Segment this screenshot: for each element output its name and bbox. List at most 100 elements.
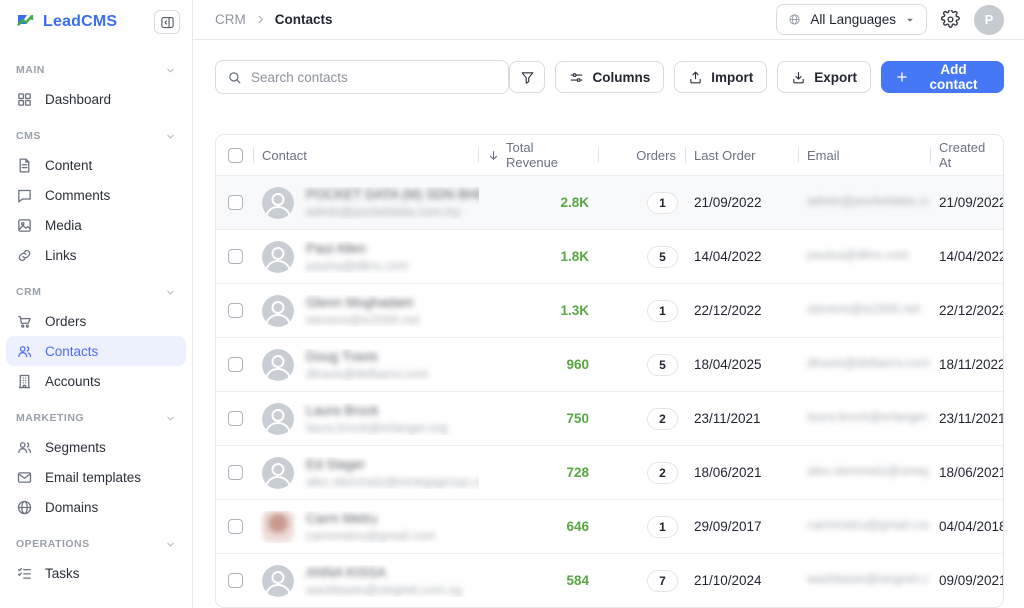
photo-avatar [262, 510, 294, 543]
contact-name: Carm Metru [306, 510, 378, 526]
sidebar-item-email-templates[interactable]: Email templates [6, 462, 186, 492]
last-order-date: 18/04/2025 [694, 357, 762, 372]
nav-section-header-operations[interactable]: OPERATIONS [0, 530, 192, 558]
comment-icon [16, 187, 33, 204]
sidebar-item-media[interactable]: Media [6, 210, 186, 240]
sidebar-item-accounts[interactable]: Accounts [6, 366, 186, 396]
nav-section-header-cms[interactable]: CMS [0, 122, 192, 150]
header-label: Orders [636, 147, 676, 163]
language-selector[interactable]: All Languages [776, 4, 927, 35]
contact-name: ANNA KISSA [306, 564, 387, 580]
breadcrumb-parent[interactable]: CRM [215, 12, 246, 27]
table-row[interactable]: Glenn Moghadam stevens@ix2000.net 1.3K 1… [216, 283, 1003, 337]
table-row[interactable]: ANNA KISSA washbasin@singnet.com.sg 584 … [216, 553, 1003, 607]
table-row[interactable]: Paul Allen paulsa@dlinx.com 1.8K 5 14/04… [216, 229, 1003, 283]
sidebar-item-contacts[interactable]: Contacts [6, 336, 186, 366]
sidebar-item-label: Contacts [45, 343, 99, 359]
header-last-order[interactable]: Last Order [686, 135, 799, 175]
row-checkbox[interactable] [227, 249, 243, 264]
header-contact[interactable]: Contact [254, 135, 479, 175]
section-label: OPERATIONS [16, 538, 90, 550]
person-avatar-icon [262, 348, 294, 381]
row-checkbox[interactable] [227, 465, 243, 480]
total-revenue-value: 584 [566, 573, 589, 588]
contact-subtext-email: laura.brock@erlanger.org [306, 420, 448, 435]
header-label: Total Revenue [506, 140, 559, 170]
orders-badge: 7 [647, 569, 678, 592]
header-total-revenue[interactable]: Total Revenue [479, 135, 599, 175]
row-checkbox[interactable] [227, 195, 243, 210]
contact-subtext-email: admin@pocketdata.com.my [306, 204, 462, 219]
nav-section-header-marketing[interactable]: MARKETING [0, 404, 192, 432]
total-revenue-value: 646 [566, 519, 589, 534]
filter-button[interactable] [509, 61, 546, 93]
row-checkbox[interactable] [227, 411, 243, 426]
total-revenue-value: 960 [566, 357, 589, 372]
nav-section-header-main[interactable]: MAIN [0, 56, 192, 84]
sidebar-item-links[interactable]: Links [6, 240, 186, 270]
total-revenue-value: 750 [566, 411, 589, 426]
chevron-down-icon [905, 15, 915, 25]
app-logo[interactable]: LeadCMS [16, 12, 117, 32]
created-at-date: 09/09/2021 [939, 573, 1004, 588]
users-icon [16, 439, 33, 456]
sidebar-item-tasks[interactable]: Tasks [6, 558, 186, 588]
last-order-date: 21/09/2022 [694, 195, 762, 210]
table-row[interactable]: POCKET DATA (M) SDN BHD admin@pocketdata… [216, 175, 1003, 229]
nav-section-main: MAIN Dashboard [0, 56, 192, 114]
row-checkbox[interactable] [227, 303, 243, 318]
sidebar-collapse-button[interactable] [154, 10, 180, 34]
settings-gear-icon[interactable] [941, 10, 960, 29]
export-button[interactable]: Export [777, 61, 871, 93]
search-input[interactable] [251, 69, 498, 85]
created-at-date: 21/09/2022 [939, 195, 1004, 210]
breadcrumb-current: Contacts [274, 12, 333, 27]
contact-name: Ed Slager [306, 456, 366, 472]
contacts-table: Contact Total Revenue Orders Last Order [215, 134, 1004, 608]
globe-icon [788, 13, 801, 26]
select-all-checkbox[interactable] [227, 147, 243, 163]
contact-name: POCKET DATA (M) SDN BHD [306, 186, 479, 202]
contact-name: Glenn Moghadam [306, 294, 414, 310]
cart-icon [16, 313, 33, 330]
email-value: laura.brock@erlanger.org [807, 410, 929, 424]
top-bar: CRM Contacts All Languages [193, 0, 1024, 40]
sidebar-item-domains[interactable]: Domains [6, 492, 186, 522]
import-label: Import [711, 69, 754, 85]
search-box[interactable] [215, 60, 510, 94]
total-revenue-value: 1.3K [560, 303, 589, 318]
sidebar-item-segments[interactable]: Segments [6, 432, 186, 462]
users-icon [16, 343, 33, 360]
sidebar-item-comments[interactable]: Comments [6, 180, 186, 210]
sidebar-item-orders[interactable]: Orders [6, 306, 186, 336]
created-at-date: 14/04/2022 [939, 249, 1004, 264]
table-row[interactable]: Carm Metru carmmetru@gmail.com 646 1 29/… [216, 499, 1003, 553]
section-label: CMS [16, 130, 41, 142]
row-checkbox[interactable] [227, 357, 243, 372]
table-row[interactable]: Ed Slager alex.slemmetz@omegagroup.com 7… [216, 445, 1003, 499]
add-contact-button[interactable]: Add contact [881, 61, 1004, 93]
email-value: admin@pocketdata.com.my [807, 194, 929, 208]
sidebar-item-dashboard[interactable]: Dashboard [6, 84, 186, 114]
row-checkbox[interactable] [227, 573, 243, 588]
download-icon [791, 70, 806, 85]
user-avatar[interactable]: P [974, 4, 1004, 35]
header-orders[interactable]: Orders [599, 135, 686, 175]
last-order-date: 23/11/2021 [694, 411, 761, 426]
orders-badge: 2 [647, 461, 678, 484]
row-checkbox[interactable] [227, 519, 243, 534]
sidebar-item-label: Dashboard [45, 91, 112, 107]
sidebar-item-label: Media [45, 217, 82, 233]
table-row[interactable]: Doug Travis dtravis@deltaenv.com 960 5 1… [216, 337, 1003, 391]
columns-button[interactable]: Columns [555, 61, 665, 93]
import-button[interactable]: Import [674, 61, 768, 93]
header-select-all [216, 135, 254, 175]
header-created-at[interactable]: Created At [931, 135, 1003, 175]
orders-badge: 5 [647, 353, 678, 376]
header-email[interactable]: Email [799, 135, 931, 175]
sidebar-item-content[interactable]: Content [6, 150, 186, 180]
sidebar-item-label: Email templates [45, 469, 142, 485]
nav-section-header-crm[interactable]: CRM [0, 278, 192, 306]
table-row[interactable]: Laura Brock laura.brock@erlanger.org 750… [216, 391, 1003, 445]
